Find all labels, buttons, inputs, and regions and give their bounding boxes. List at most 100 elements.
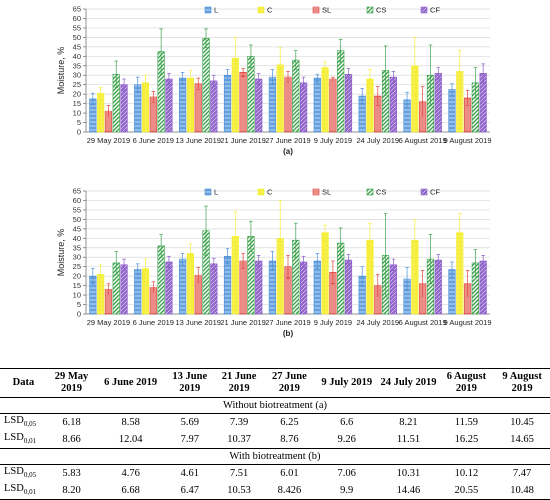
header-cell: 29 May 2019 [54, 371, 89, 394]
table-row: LSD0,05 6.18 8.58 5.69 7.39 6.25 6.6 8.21 11.59 1… [0, 414, 550, 432]
table-cell: 10.53 [214, 482, 264, 500]
legend-swatch-sl [312, 6, 320, 14]
bar-l [448, 89, 456, 133]
bar-cs [202, 38, 210, 133]
y-tick-label: 5 [77, 118, 81, 127]
legend-label: CS [376, 6, 386, 15]
x-tick-label: 27 June 2019 [265, 136, 310, 145]
bar-cf [299, 82, 308, 133]
section-title-row: With biotreatment (b) [0, 448, 550, 466]
table-cell: 6.18 [62, 417, 81, 429]
y-tick-label: 15 [73, 281, 81, 290]
table-row: LSD0,05 5.83 4.76 4.61 7.51 6.01 7.06 10.31 10.1… [0, 465, 550, 483]
bar-cf [299, 261, 308, 315]
bar-cf [120, 264, 128, 315]
bar-c [321, 67, 329, 133]
bar-c [321, 232, 329, 315]
bar-sl [239, 72, 247, 133]
x-tick-label: 9 August 2019 [444, 136, 492, 145]
bar-l [179, 258, 187, 315]
bar-sl [194, 83, 202, 133]
bar-cf [389, 264, 397, 315]
bar-l [268, 76, 277, 133]
table-cell: 8.76 [263, 431, 315, 450]
section-title: Without biotreatment (a) [0, 397, 550, 414]
legend-label: C [267, 6, 273, 15]
table-cell: 5.83 [62, 468, 81, 480]
table-header-row: Data 29 May 2019 6 June 2019 13 June 201… [0, 368, 550, 398]
header-cell: Data [12, 377, 35, 388]
y-tick-label: 10 [73, 109, 81, 118]
bar-cf [344, 73, 353, 133]
bar-cf [120, 84, 128, 133]
table-cell: 7.97 [165, 431, 215, 450]
legend-swatch-cs [366, 188, 374, 196]
bar-cs [292, 59, 300, 133]
panel-label: (b) [283, 329, 294, 338]
legend-swatch-cf [420, 188, 428, 196]
x-tick-label: 13 June 2019 [175, 318, 220, 327]
y-tick-label: 30 [73, 253, 81, 262]
row-label: LSD0,05 [4, 415, 37, 429]
lsd-table: Data 29 May 2019 6 June 2019 13 June 201… [0, 368, 550, 500]
bar-cf [210, 80, 218, 133]
table-cell: 11.51 [378, 431, 439, 450]
bar-cf [210, 263, 218, 315]
legend-swatch-cs [366, 6, 374, 14]
table-cell: 6.25 [280, 417, 299, 429]
y-tick-label: 45 [73, 224, 81, 233]
x-tick-label: 6 June 2019 [133, 136, 174, 145]
bar-l [313, 260, 321, 315]
legend-swatch-cf [420, 6, 428, 14]
legend-label: SL [322, 188, 331, 197]
header-cell: 21 June 2019 [221, 371, 257, 394]
legend-swatch-c [257, 188, 265, 196]
bar-cs [337, 50, 345, 133]
bar-l [223, 74, 232, 133]
table-cell: 6.01 [280, 468, 299, 480]
table-cell: 6.68 [96, 482, 166, 500]
x-tick-label: 21 June 2019 [220, 318, 265, 327]
legend-label: L [214, 6, 218, 15]
x-tick-label: 29 May 2019 [87, 318, 130, 327]
table-cell: 8.426 [263, 482, 315, 500]
table-cell: 10.31 [396, 468, 421, 480]
x-tick-label: 27 June 2019 [265, 318, 310, 327]
y-tick-label: 15 [73, 99, 81, 108]
y-tick-label: 60 [73, 196, 81, 205]
x-tick-label: 13 June 2019 [175, 136, 220, 145]
bar-sl [239, 260, 247, 315]
table-cell: 11.59 [454, 417, 479, 429]
table-cell: 10.45 [510, 417, 534, 429]
y-tick-label: 35 [73, 243, 81, 252]
y-tick-label: 35 [73, 61, 81, 70]
row-label: LSD0,05 [4, 466, 37, 480]
y-tick-label: 20 [73, 272, 81, 281]
x-tick-label: 6 June 2019 [133, 318, 174, 327]
y-axis-label: Moisture, % [56, 229, 66, 277]
table-cell: 14.65 [494, 431, 550, 450]
header-cell: 6 August 2019 [446, 371, 487, 394]
y-tick-label: 10 [73, 291, 81, 300]
x-tick-label: 24 July 2019 [357, 136, 400, 145]
table-cell: 8.66 [46, 431, 97, 450]
x-tick-label: 24 July 2019 [357, 318, 400, 327]
legend-label: CF [430, 188, 440, 197]
x-tick-label: 21 June 2019 [220, 136, 265, 145]
legend-label: SL [322, 6, 331, 15]
bar-sl [284, 76, 292, 133]
y-tick-label: 50 [73, 33, 81, 42]
bar-cf [344, 259, 353, 315]
bar-c [186, 77, 195, 133]
bar-cf [389, 76, 397, 133]
y-tick-label: 55 [73, 23, 81, 32]
table-cell: 7.06 [337, 468, 356, 480]
x-tick-label: 9 July 2019 [314, 318, 352, 327]
table-cell: 10.37 [214, 431, 264, 450]
y-tick-label: 25 [73, 262, 81, 271]
section-title: With biotreatment (b) [0, 448, 550, 466]
bar-cf [479, 260, 487, 315]
x-tick-label: 6 August 2019 [399, 136, 447, 145]
table-cell: 10.12 [454, 468, 479, 480]
bar-l [179, 77, 187, 133]
